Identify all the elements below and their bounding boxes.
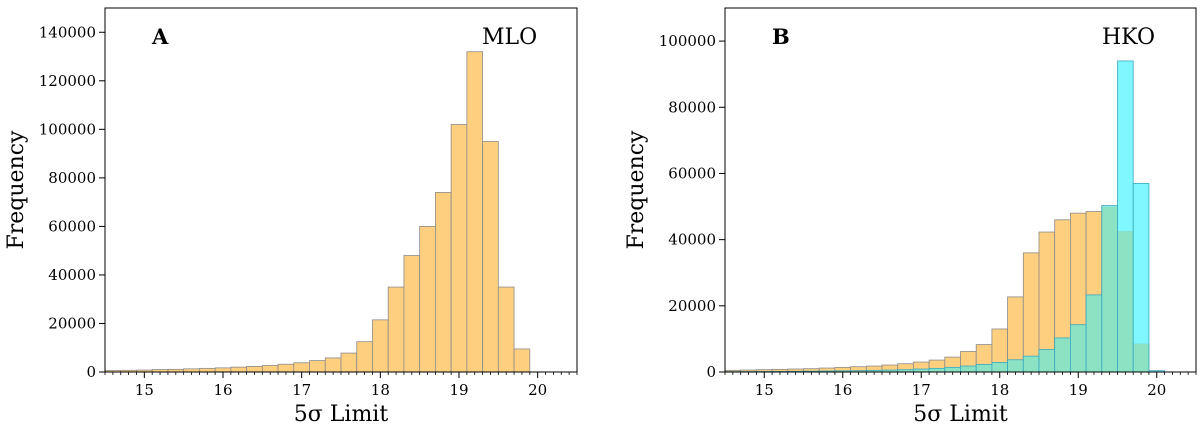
bar-series0-18	[387, 286, 405, 373]
y-axis-label: Frequency	[4, 130, 29, 250]
bar-series1-overlap-26	[1133, 343, 1149, 372]
y-tick-label: 60000	[48, 217, 96, 235]
y-tick-label: 100000	[659, 32, 716, 50]
x-tick-label: 17	[292, 381, 311, 399]
site-label: HKO	[1102, 25, 1155, 50]
y-tick-label: 80000	[48, 169, 96, 187]
x-tick-label: 16	[213, 381, 232, 399]
x-tick-label: 17	[912, 381, 931, 399]
bar-series0-10	[261, 365, 279, 373]
bar-series1-overlap-24	[1101, 206, 1118, 372]
x-tick-label: 20	[528, 381, 547, 399]
bar-series1-overlap-23	[1086, 294, 1102, 372]
y-tick-label: 100000	[39, 120, 96, 138]
x-tick-label: 19	[449, 381, 468, 399]
bar-series0-12	[293, 362, 310, 373]
bar-series0-11	[277, 363, 295, 373]
x-axis-label: 5σ Limit	[913, 402, 1008, 427]
y-tick-label: 40000	[48, 266, 96, 284]
y-tick-label: 140000	[39, 23, 96, 41]
bar-series0-15	[340, 352, 358, 373]
y-tick-label: 80000	[668, 98, 716, 116]
bar-series1-overlap-20	[1039, 349, 1055, 372]
bar-series0-26	[513, 348, 531, 373]
x-axis-label: 5σ Limit	[294, 402, 389, 427]
panel-b: 15 16 17 18 19 20 0 20000 40000 60000 80000 100000 5…	[624, 7, 1197, 427]
y-tick-label: 0	[86, 363, 96, 381]
bar-series0-7	[214, 367, 232, 373]
panel-letter: B	[772, 24, 790, 49]
bar-series1-overlap-10	[882, 370, 898, 372]
bar-series0-20	[419, 225, 436, 373]
bar-series1-overlap-7	[834, 370, 851, 372]
bar-series1-overlap-25	[1117, 231, 1134, 372]
y-tick-label: 40000	[668, 231, 716, 249]
x-tick-label: 16	[833, 381, 852, 399]
bar-series0-22	[450, 124, 468, 373]
y-tick-label: 20000	[48, 314, 96, 332]
x-tick-label: 19	[1069, 381, 1088, 399]
bar-series1-top-25	[1117, 60, 1134, 232]
bar-series0-19	[1022, 252, 1040, 373]
y-tick-label: 20000	[668, 297, 716, 315]
bar-series1-overlap-21	[1054, 337, 1071, 372]
bar-series1-overlap-14	[944, 367, 961, 372]
x-tick-label: 18	[371, 381, 390, 399]
bars	[104, 51, 531, 373]
panel-a: 15 16 17 18 19 20 0 20000 40000 60000 80000 100000 1…	[4, 7, 578, 427]
bar-series0-14	[324, 357, 342, 373]
bar-series0-9	[246, 366, 263, 373]
bar-series0-13	[309, 360, 326, 373]
bar-series1-overlap-18	[1007, 359, 1024, 372]
x-tick-label: 15	[755, 381, 774, 399]
y-tick-label: 60000	[668, 164, 716, 182]
bar-series0-21	[434, 192, 452, 373]
bar-series1-overlap-17	[991, 362, 1008, 372]
bar-series1-overlap-8	[850, 370, 867, 372]
bar-series0-16	[356, 341, 373, 373]
x-tick-label: 20	[1147, 381, 1166, 399]
bar-series0-25	[497, 286, 515, 373]
x-tick-label: 15	[135, 381, 154, 399]
bar-series1-overlap-16	[976, 364, 992, 372]
bars	[724, 60, 1166, 373]
y-tick-label: 0	[706, 363, 716, 381]
y-tick-label: 120000	[39, 72, 96, 90]
bar-series0-17	[372, 319, 389, 373]
bar-series1-overlap-19	[1023, 356, 1039, 372]
bar-series1-overlap-9	[866, 370, 882, 372]
bar-series1-top-27	[1148, 370, 1165, 372]
bar-series0-8	[230, 366, 248, 373]
y-axis-label: Frequency	[624, 130, 649, 250]
site-label: MLO	[482, 25, 537, 50]
bar-series0-19	[403, 255, 421, 373]
bar-series1-overlap-22	[1070, 324, 1087, 372]
bar-series0-6	[198, 367, 216, 373]
bar-series1-overlap-15	[960, 366, 977, 372]
bar-series1-top-24	[1101, 205, 1118, 207]
bar-series1-overlap-11	[897, 369, 914, 372]
bar-series1-top-26	[1133, 183, 1149, 344]
panel-letter: A	[151, 24, 169, 49]
bar-series0-23	[466, 51, 484, 373]
x-tick-label: 18	[990, 381, 1009, 399]
bar-series1-overlap-12	[913, 369, 930, 372]
bar-series0-24	[482, 141, 499, 373]
bar-series1-overlap-13	[929, 368, 945, 372]
